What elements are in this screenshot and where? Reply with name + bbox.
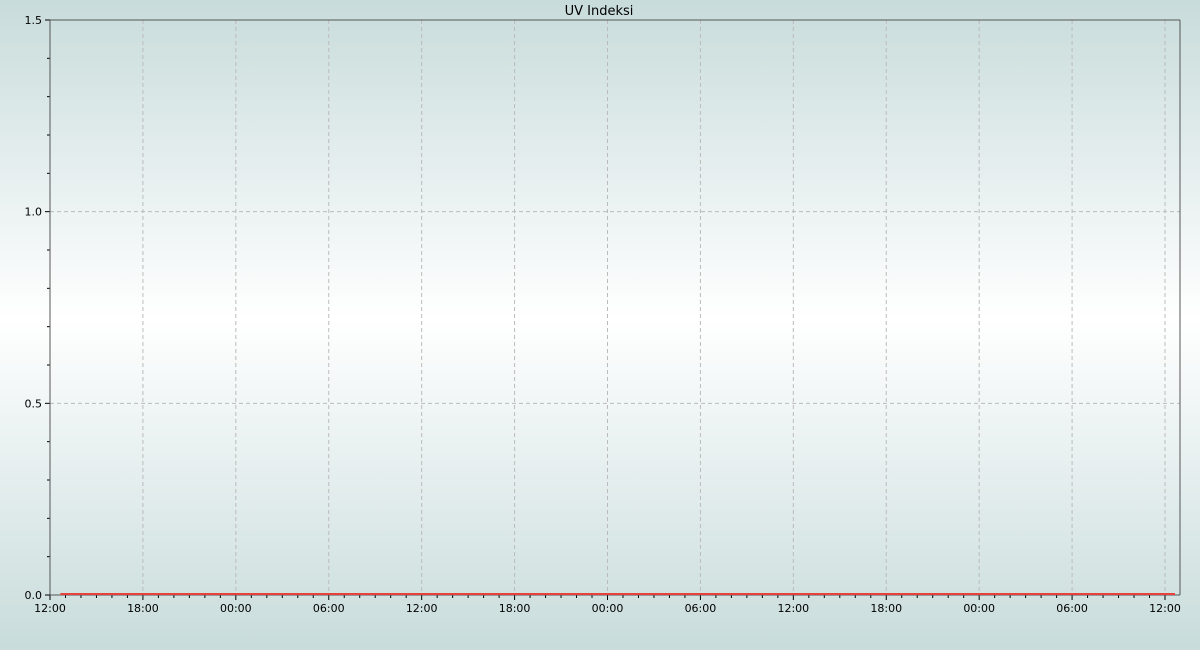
x-tick-label: 06:00	[1056, 602, 1088, 615]
x-tick-label: 00:00	[592, 602, 624, 615]
x-tick-label: 18:00	[127, 602, 159, 615]
y-tick-label: 1.5	[25, 14, 43, 27]
x-tick-label: 12:00	[406, 602, 438, 615]
grid	[50, 20, 1180, 595]
y-tick-label: 1.0	[25, 206, 43, 219]
x-tick-label: 12:00	[1149, 602, 1181, 615]
x-tick-label: 12:00	[777, 602, 809, 615]
x-tick-label: 00:00	[963, 602, 995, 615]
y-tick-label: 0.0	[25, 589, 43, 602]
chart-title: UV Indeksi	[565, 4, 634, 19]
x-tick-label: 06:00	[313, 602, 345, 615]
x-tick-label: 18:00	[499, 602, 531, 615]
x-tick-label: 18:00	[870, 602, 902, 615]
x-tick-label: 00:00	[220, 602, 252, 615]
axes: 12:00 18:00 00:00 06:00 12:00 18:00 00:00 06:00…	[25, 14, 1181, 615]
x-tick-label: 06:00	[685, 602, 717, 615]
y-tick-label: 0.5	[25, 397, 43, 410]
x-tick-label: 12:00	[34, 602, 66, 615]
